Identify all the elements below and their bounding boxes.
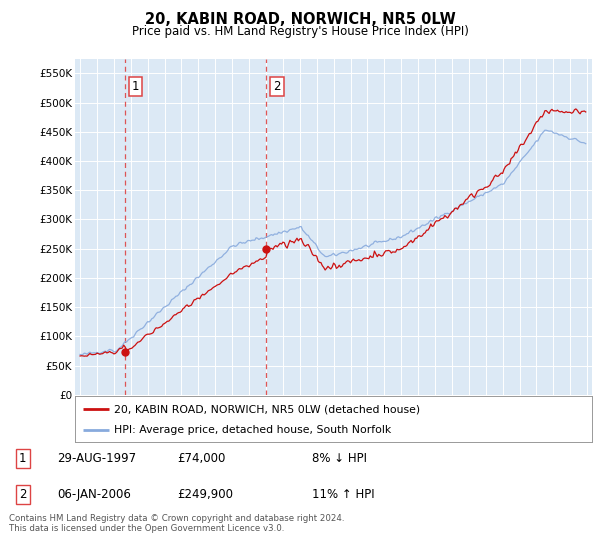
Text: 29-AUG-1997: 29-AUG-1997 [57, 452, 136, 465]
Text: £74,000: £74,000 [177, 452, 226, 465]
Text: HPI: Average price, detached house, South Norfolk: HPI: Average price, detached house, Sout… [114, 426, 391, 436]
Text: 20, KABIN ROAD, NORWICH, NR5 0LW (detached house): 20, KABIN ROAD, NORWICH, NR5 0LW (detach… [114, 404, 420, 414]
Text: 2: 2 [273, 80, 281, 93]
Text: 2: 2 [19, 488, 26, 501]
Text: Contains HM Land Registry data © Crown copyright and database right 2024.
This d: Contains HM Land Registry data © Crown c… [9, 514, 344, 534]
Text: Price paid vs. HM Land Registry's House Price Index (HPI): Price paid vs. HM Land Registry's House … [131, 25, 469, 38]
Text: 1: 1 [131, 80, 139, 93]
Text: 8% ↓ HPI: 8% ↓ HPI [312, 452, 367, 465]
Text: 06-JAN-2006: 06-JAN-2006 [57, 488, 131, 501]
Text: 11% ↑ HPI: 11% ↑ HPI [312, 488, 374, 501]
Text: 1: 1 [19, 452, 26, 465]
Text: £249,900: £249,900 [177, 488, 233, 501]
Text: 20, KABIN ROAD, NORWICH, NR5 0LW: 20, KABIN ROAD, NORWICH, NR5 0LW [145, 12, 455, 27]
